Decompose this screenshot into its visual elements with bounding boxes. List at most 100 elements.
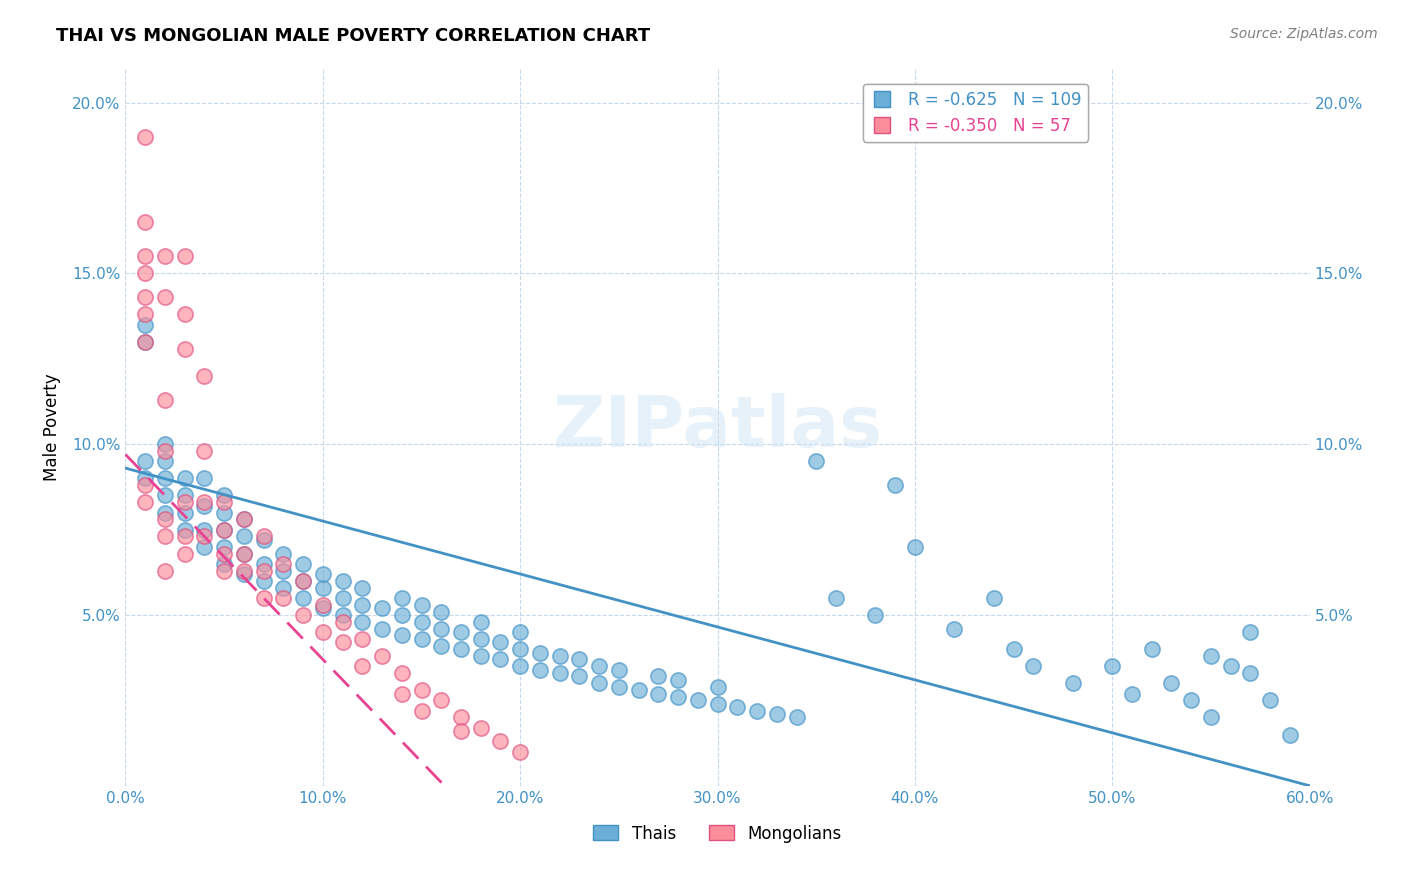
Point	[134, 308, 156, 322]
Point	[706, 680, 728, 694]
Point	[548, 648, 571, 663]
Point	[489, 635, 512, 649]
Point	[153, 471, 176, 485]
Point	[450, 625, 472, 640]
Point	[1121, 687, 1143, 701]
Point	[786, 710, 808, 724]
Point	[173, 308, 195, 322]
Point	[509, 642, 531, 657]
Point	[1258, 693, 1281, 707]
Point	[627, 683, 650, 698]
Text: ZIPatlas: ZIPatlas	[553, 392, 883, 462]
Point	[134, 318, 156, 332]
Point	[173, 342, 195, 356]
Point	[273, 547, 295, 561]
Point	[153, 444, 176, 458]
Point	[232, 529, 254, 543]
Point	[252, 533, 274, 547]
Point	[193, 499, 215, 513]
Point	[391, 591, 413, 605]
Point	[153, 249, 176, 263]
Point	[1199, 710, 1222, 724]
Point	[371, 622, 394, 636]
Point	[173, 249, 195, 263]
Point	[607, 680, 630, 694]
Point	[411, 598, 433, 612]
Y-axis label: Male Poverty: Male Poverty	[44, 374, 60, 481]
Point	[332, 574, 354, 588]
Point	[273, 581, 295, 595]
Point	[232, 547, 254, 561]
Point	[1101, 659, 1123, 673]
Point	[470, 721, 492, 735]
Point	[153, 392, 176, 407]
Point	[450, 710, 472, 724]
Point	[1180, 693, 1202, 707]
Point	[153, 564, 176, 578]
Point	[332, 591, 354, 605]
Point	[391, 666, 413, 681]
Point	[647, 687, 669, 701]
Point	[193, 495, 215, 509]
Point	[745, 704, 768, 718]
Point	[430, 622, 453, 636]
Point	[509, 745, 531, 759]
Point	[588, 659, 610, 673]
Point	[430, 693, 453, 707]
Point	[292, 607, 315, 622]
Point	[232, 512, 254, 526]
Point	[1278, 727, 1301, 741]
Point	[312, 567, 335, 582]
Point	[332, 635, 354, 649]
Point	[1199, 648, 1222, 663]
Point	[193, 523, 215, 537]
Point	[232, 564, 254, 578]
Point	[312, 625, 335, 640]
Point	[153, 512, 176, 526]
Point	[212, 547, 235, 561]
Point	[806, 454, 828, 468]
Point	[312, 601, 335, 615]
Point	[252, 591, 274, 605]
Point	[212, 488, 235, 502]
Point	[252, 529, 274, 543]
Point	[706, 697, 728, 711]
Point	[470, 615, 492, 629]
Point	[647, 669, 669, 683]
Point	[1140, 642, 1163, 657]
Point	[568, 652, 591, 666]
Point	[193, 540, 215, 554]
Point	[134, 215, 156, 229]
Point	[904, 540, 927, 554]
Point	[312, 598, 335, 612]
Point	[173, 529, 195, 543]
Point	[153, 529, 176, 543]
Point	[450, 642, 472, 657]
Point	[725, 700, 748, 714]
Point	[411, 632, 433, 646]
Point	[134, 471, 156, 485]
Point	[173, 547, 195, 561]
Point	[529, 663, 551, 677]
Point	[153, 290, 176, 304]
Point	[607, 663, 630, 677]
Point	[588, 676, 610, 690]
Point	[411, 704, 433, 718]
Point	[134, 334, 156, 349]
Point	[489, 652, 512, 666]
Point	[1239, 625, 1261, 640]
Point	[352, 581, 374, 595]
Point	[212, 506, 235, 520]
Point	[352, 659, 374, 673]
Point	[212, 540, 235, 554]
Point	[173, 523, 195, 537]
Point	[292, 574, 315, 588]
Point	[666, 673, 689, 687]
Point	[391, 628, 413, 642]
Point	[212, 523, 235, 537]
Point	[193, 368, 215, 383]
Point	[1022, 659, 1045, 673]
Point	[489, 734, 512, 748]
Point	[548, 666, 571, 681]
Point	[865, 607, 887, 622]
